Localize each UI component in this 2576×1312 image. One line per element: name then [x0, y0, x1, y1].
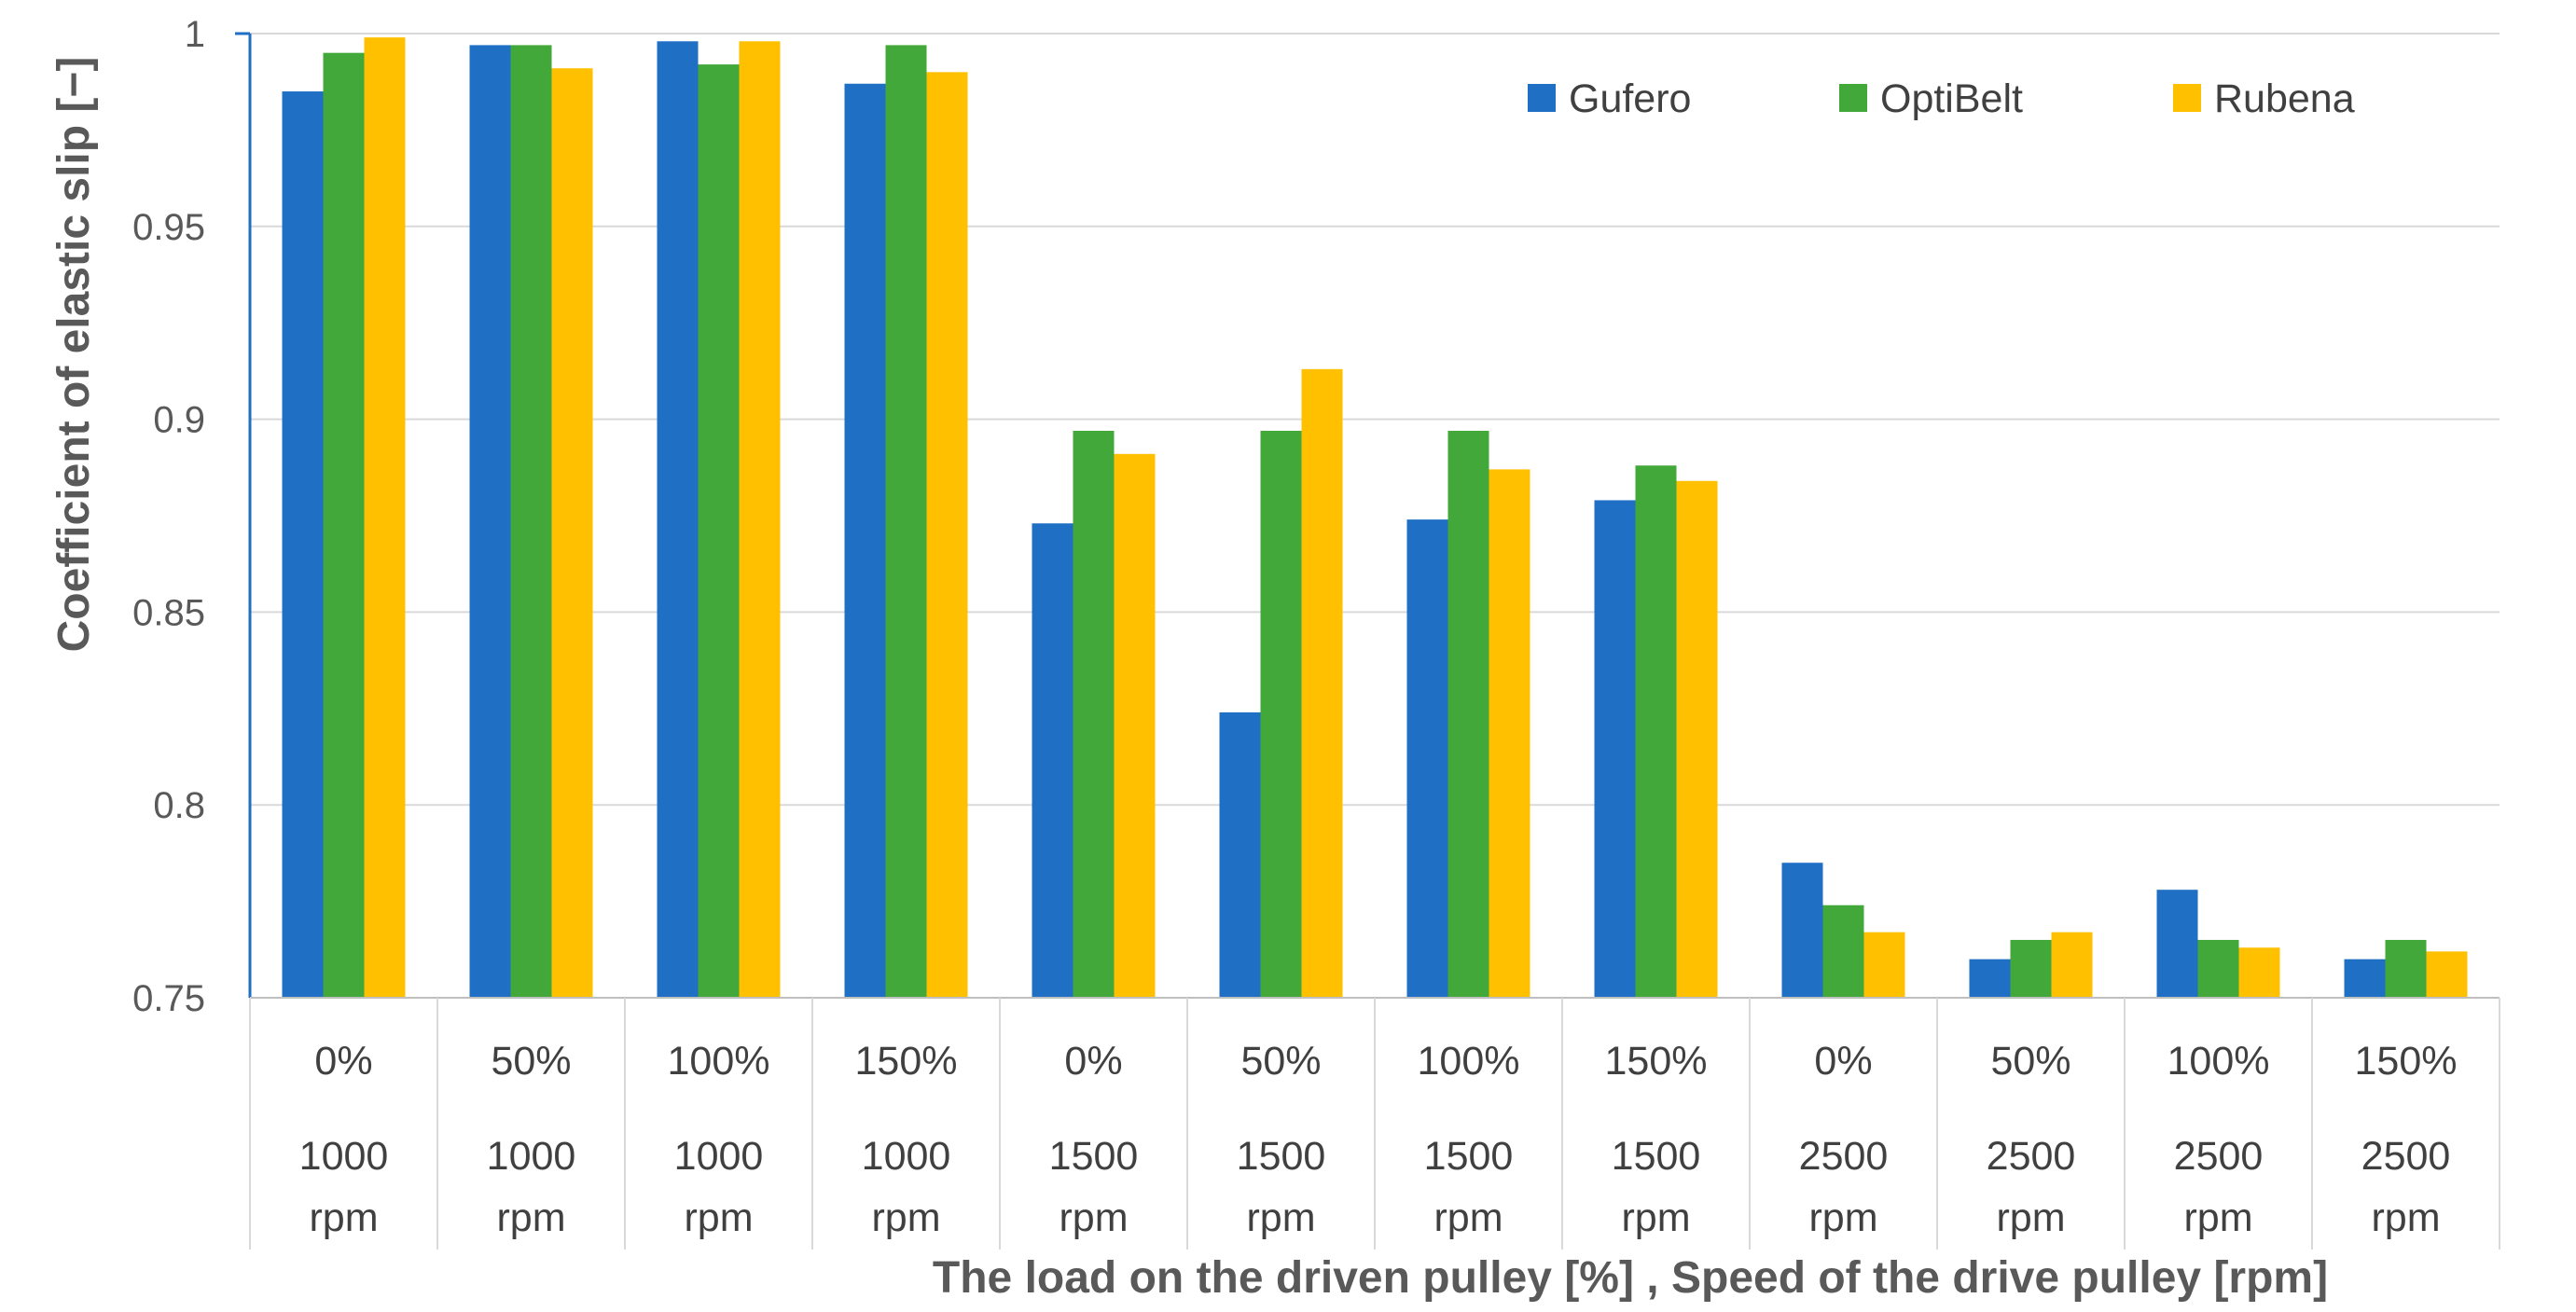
y-tick-label: 1 — [185, 14, 205, 55]
bar-gufero — [1032, 523, 1073, 998]
bar-gufero — [1969, 959, 2011, 998]
x-category-speed: 2500 — [1987, 1134, 2076, 1179]
bar-gufero — [1594, 500, 1636, 998]
y-tick-label: 0.9 — [153, 400, 205, 441]
bar-optibelt — [2010, 939, 2052, 998]
bar-optibelt — [1447, 431, 1489, 998]
bar-optibelt — [1260, 431, 1302, 998]
x-category-load: 100% — [668, 1039, 770, 1084]
x-category-unit: rpm — [1621, 1195, 1690, 1240]
x-category-speed: 2500 — [1799, 1134, 1889, 1179]
legend-swatch-rubena — [2173, 84, 2201, 112]
x-category-unit: rpm — [309, 1195, 378, 1240]
bar-rubena — [1489, 469, 1530, 998]
x-category-labels: 0% 1000 rpm 50% 1000 rpm 100% 1000 rpm 150% 1000 rp… — [299, 1039, 2458, 1240]
bar-optibelt — [1822, 905, 1864, 998]
x-category-load: 0% — [1064, 1039, 1122, 1084]
bar-optibelt — [1073, 431, 1115, 998]
x-category-speed: 1500 — [1049, 1134, 1139, 1179]
x-category-unit: rpm — [496, 1195, 565, 1240]
x-axis-title: The load on the driven pulley [%] , Spee… — [933, 1253, 2328, 1303]
bar-rubena — [926, 72, 968, 999]
x-category-load: 150% — [855, 1039, 958, 1084]
legend-swatch-gufero — [1528, 84, 1556, 112]
legend-label-gufero: Gufero — [1569, 76, 1691, 121]
x-category-load: 100% — [2167, 1039, 2270, 1084]
bar-rubena — [739, 41, 781, 999]
bar-rubena — [1301, 368, 1343, 998]
y-tick-label: 0.75 — [132, 978, 205, 1019]
bar-optibelt — [323, 52, 365, 999]
x-category-speed: 1000 — [674, 1134, 764, 1179]
x-category-unit: rpm — [2371, 1195, 2440, 1240]
y-tick-labels: 0.75 0.8 0.85 0.9 0.95 1 — [132, 14, 205, 1019]
x-category-load: 0% — [1814, 1039, 1872, 1084]
bar-rubena — [2426, 951, 2468, 998]
x-category-speed: 1000 — [299, 1134, 389, 1179]
x-category-unit: rpm — [1996, 1195, 2065, 1240]
legend-label-optibelt: OptiBelt — [1880, 76, 2023, 121]
y-tick-label: 0.85 — [132, 592, 205, 633]
bars — [282, 37, 2468, 999]
bar-gufero — [2344, 959, 2386, 998]
x-category-unit: rpm — [1059, 1195, 1128, 1240]
bar-gufero — [469, 45, 511, 998]
x-category-load: 100% — [1418, 1039, 1520, 1084]
x-category-unit: rpm — [1246, 1195, 1315, 1240]
legend-label-rubena: Rubena — [2214, 76, 2355, 121]
bar-gufero — [1219, 711, 1261, 998]
x-category-load: 50% — [1990, 1039, 2070, 1084]
bar-optibelt — [2385, 939, 2427, 998]
x-category-speed: 1500 — [1612, 1134, 1701, 1179]
bar-rubena — [1676, 480, 1718, 998]
x-category-load: 50% — [491, 1039, 571, 1084]
bar-optibelt — [510, 45, 552, 998]
y-axis-title: Coefficient of elastic slip [−] — [49, 57, 99, 653]
x-category-unit: rpm — [2183, 1195, 2252, 1240]
x-category-speed: 2500 — [2361, 1134, 2451, 1179]
bar-gufero — [2156, 890, 2198, 998]
x-category-load: 150% — [1605, 1039, 1708, 1084]
bar-gufero — [1781, 863, 1823, 998]
bar-rubena — [2051, 932, 2093, 998]
bar-optibelt — [1635, 465, 1677, 998]
legend-swatch-optibelt — [1839, 84, 1867, 112]
x-category-load: 50% — [1240, 1039, 1321, 1084]
bar-gufero — [657, 41, 699, 999]
x-category-unit: rpm — [871, 1195, 940, 1240]
x-category-speed: 1500 — [1424, 1134, 1514, 1179]
x-category-load: 0% — [314, 1039, 372, 1084]
bar-rubena — [1114, 453, 1156, 999]
x-category-unit: rpm — [1808, 1195, 1877, 1240]
x-category-speed: 1000 — [862, 1134, 951, 1179]
bar-gufero — [1406, 519, 1448, 998]
y-tick-label: 0.95 — [132, 207, 205, 248]
bar-rubena — [2238, 947, 2280, 998]
legend: Gufero OptiBelt Rubena — [1528, 76, 2355, 121]
x-category-load: 150% — [2355, 1039, 2458, 1084]
bar-gufero — [844, 83, 886, 998]
x-category-speed: 2500 — [2174, 1134, 2264, 1179]
y-tick-label: 0.8 — [153, 785, 205, 826]
x-category-speed: 1000 — [487, 1134, 576, 1179]
x-category-unit: rpm — [684, 1195, 753, 1240]
bar-gufero — [282, 91, 324, 999]
x-category-unit: rpm — [1433, 1195, 1503, 1240]
bar-rubena — [1863, 932, 1905, 998]
bar-optibelt — [2197, 939, 2239, 998]
bar-rubena — [551, 68, 593, 998]
bar-rubena — [364, 37, 406, 999]
bar-optibelt — [698, 64, 740, 998]
bar-optibelt — [885, 45, 927, 998]
x-category-speed: 1500 — [1237, 1134, 1326, 1179]
axes — [235, 32, 2500, 1250]
